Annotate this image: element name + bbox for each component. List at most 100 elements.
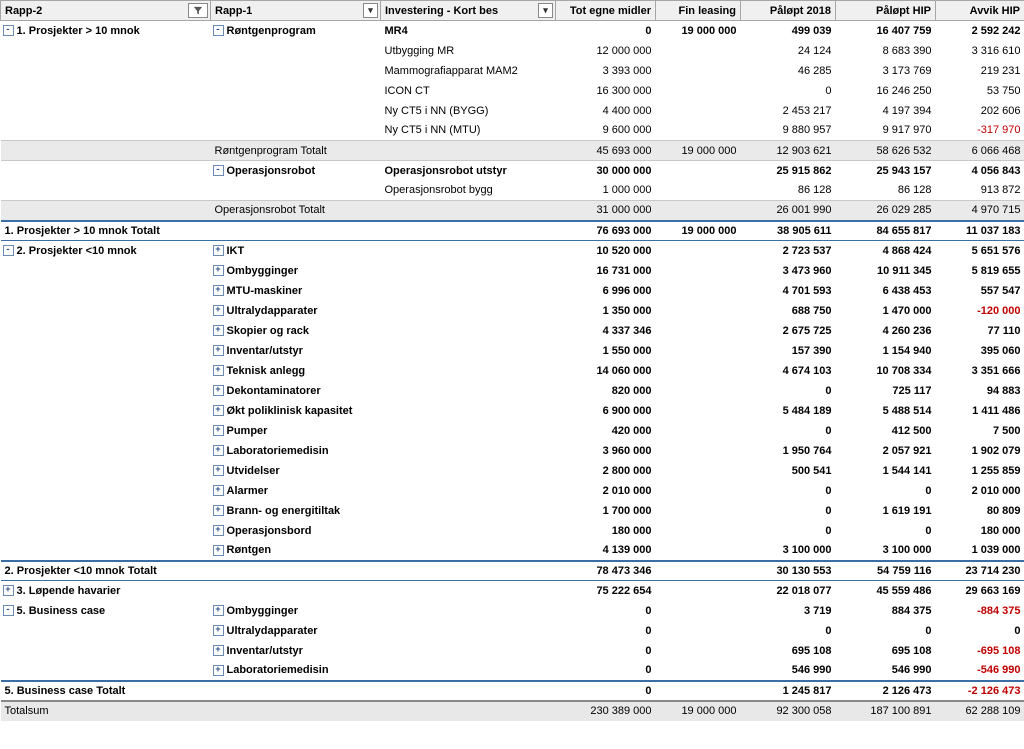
rapp1-cell: +Laboratoriemedisin — [211, 661, 381, 681]
col-label: Fin leasing — [679, 5, 736, 17]
expand-icon[interactable]: + — [213, 285, 224, 296]
expand-icon[interactable]: + — [213, 505, 224, 516]
subtotal-label: Operasjonsrobot Totalt — [211, 201, 556, 221]
rapp1-cell: +Ombygginger — [211, 261, 381, 281]
value-cell — [656, 581, 741, 601]
table-row: +MTU-maskiner6 996 0004 701 5936 438 453… — [1, 281, 1024, 301]
value-cell: 0 — [936, 621, 1024, 641]
rapp2-cell — [1, 441, 211, 461]
value-cell: 22 018 077 — [741, 581, 836, 601]
value-cell: 557 547 — [936, 281, 1024, 301]
col-avvik-hip[interactable]: Avvik HIP — [936, 1, 1024, 21]
value-cell: 45 693 000 — [556, 141, 656, 161]
value-cell: 25 915 862 — [741, 161, 836, 181]
value-cell: 0 — [741, 381, 836, 401]
expand-icon[interactable]: + — [213, 325, 224, 336]
value-cell: 4 868 424 — [836, 241, 936, 261]
collapse-icon[interactable]: - — [3, 605, 14, 616]
value-cell — [656, 121, 741, 141]
rapp2-cell — [1, 321, 211, 341]
value-cell: 2 800 000 — [556, 461, 656, 481]
dropdown-icon[interactable]: ▾ — [538, 3, 553, 18]
value-cell: -2 126 473 — [936, 681, 1024, 701]
value-cell: 19 000 000 — [656, 141, 741, 161]
filter-icon[interactable] — [188, 3, 208, 18]
rapp1-cell: -Røntgenprogram — [211, 21, 381, 41]
rapp1-text: MTU-maskiner — [227, 285, 303, 297]
expand-icon[interactable]: + — [213, 665, 224, 676]
value-cell: 2 723 537 — [741, 241, 836, 261]
expand-icon[interactable]: + — [3, 585, 14, 596]
rapp2-text: 2. Prosjekter <10 mnok — [17, 245, 137, 257]
investering-cell — [381, 661, 556, 681]
investering-cell — [381, 381, 556, 401]
col-rapp2[interactable]: Rapp-2 — [1, 1, 211, 21]
collapse-icon[interactable]: - — [213, 165, 224, 176]
collapse-icon[interactable]: - — [213, 25, 224, 36]
value-cell: 84 655 817 — [836, 221, 936, 241]
value-cell: 38 905 611 — [741, 221, 836, 241]
col-rapp1[interactable]: Rapp-1 ▾ — [211, 1, 381, 21]
value-cell: 10 520 000 — [556, 241, 656, 261]
value-cell: 6 066 468 — [936, 141, 1024, 161]
rapp1-text: Laboratoriemedisin — [227, 664, 329, 676]
collapse-icon[interactable]: - — [3, 25, 14, 36]
table-row: -OperasjonsrobotOperasjonsrobot utstyr30… — [1, 161, 1024, 181]
expand-icon[interactable]: + — [213, 365, 224, 376]
expand-icon[interactable]: + — [213, 385, 224, 396]
expand-icon[interactable]: + — [213, 345, 224, 356]
value-cell — [656, 341, 741, 361]
value-cell: 5 488 514 — [836, 401, 936, 421]
value-cell: 19 000 000 — [656, 701, 741, 721]
collapse-icon[interactable]: - — [3, 245, 14, 256]
col-investering[interactable]: Investering - Kort bes ▾ — [381, 1, 556, 21]
rapp1-cell: +Inventar/utstyr — [211, 341, 381, 361]
col-palopt-hip[interactable]: Påløpt HIP — [836, 1, 936, 21]
expand-icon[interactable]: + — [213, 525, 224, 536]
value-cell: 94 883 — [936, 381, 1024, 401]
rapp1-cell: +MTU-maskiner — [211, 281, 381, 301]
expand-icon[interactable]: + — [213, 445, 224, 456]
table-row: +Røntgen4 139 0003 100 0003 100 0001 039… — [1, 541, 1024, 561]
rapp1-cell — [211, 61, 381, 81]
rapp2-cell — [1, 121, 211, 141]
value-cell: 75 222 654 — [556, 581, 656, 601]
value-cell: -317 970 — [936, 121, 1024, 141]
rapp1-cell — [211, 81, 381, 101]
value-cell: -546 990 — [936, 661, 1024, 681]
expand-icon[interactable]: + — [213, 545, 224, 556]
col-label: Investering - Kort bes — [385, 5, 498, 17]
expand-icon[interactable]: + — [213, 305, 224, 316]
expand-icon[interactable]: + — [213, 485, 224, 496]
group-total-label: 1. Prosjekter > 10 mnok Totalt — [1, 221, 556, 241]
value-cell: 0 — [556, 641, 656, 661]
value-cell: 0 — [556, 661, 656, 681]
value-cell: 4 139 000 — [556, 541, 656, 561]
rapp1-cell — [211, 121, 381, 141]
expand-icon[interactable]: + — [213, 245, 224, 256]
investering-cell: Ny CT5 i NN (MTU) — [381, 121, 556, 141]
expand-icon[interactable]: + — [213, 605, 224, 616]
col-fin-leasing[interactable]: Fin leasing — [656, 1, 741, 21]
investering-cell — [381, 481, 556, 501]
rapp2-cell — [1, 261, 211, 281]
value-cell: 546 990 — [741, 661, 836, 681]
value-cell: 157 390 — [741, 341, 836, 361]
col-palopt-2018[interactable]: Påløpt 2018 — [741, 1, 836, 21]
expand-icon[interactable]: + — [213, 645, 224, 656]
rapp1-cell: +Laboratoriemedisin — [211, 441, 381, 461]
expand-icon[interactable]: + — [213, 425, 224, 436]
expand-icon[interactable]: + — [213, 265, 224, 276]
expand-icon[interactable]: + — [213, 465, 224, 476]
value-cell — [656, 101, 741, 121]
expand-icon[interactable]: + — [213, 405, 224, 416]
value-cell: 1 470 000 — [836, 301, 936, 321]
dropdown-icon[interactable]: ▾ — [363, 3, 378, 18]
value-cell: 1 245 817 — [741, 681, 836, 701]
value-cell — [656, 401, 741, 421]
rapp1-cell: +IKT — [211, 241, 381, 261]
value-cell — [656, 161, 741, 181]
col-egne-midler[interactable]: Tot egne midler — [556, 1, 656, 21]
value-cell: -695 108 — [936, 641, 1024, 661]
expand-icon[interactable]: + — [213, 625, 224, 636]
